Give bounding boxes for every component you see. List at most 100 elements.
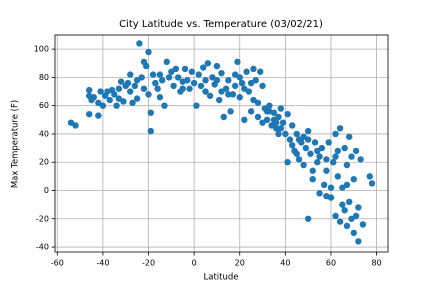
point — [236, 74, 243, 81]
point — [129, 99, 136, 107]
point — [193, 102, 200, 109]
point — [195, 71, 202, 78]
point — [250, 96, 257, 104]
point — [339, 184, 346, 191]
point — [140, 85, 148, 92]
point — [304, 136, 312, 143]
point — [156, 71, 164, 78]
point — [174, 74, 182, 81]
x-axis-label: Latitude — [204, 273, 239, 283]
point — [350, 175, 357, 183]
point — [282, 130, 289, 138]
point — [250, 65, 257, 73]
point — [231, 71, 239, 78]
point — [350, 229, 357, 237]
point — [348, 215, 355, 222]
point — [127, 71, 134, 78]
point — [332, 153, 339, 160]
point — [156, 94, 164, 101]
point — [138, 74, 145, 81]
point — [334, 147, 342, 155]
x-tick-label: -20 — [142, 259, 155, 268]
point — [133, 95, 141, 102]
point — [220, 113, 227, 121]
point — [168, 68, 175, 75]
point — [202, 88, 209, 95]
point — [341, 207, 348, 214]
point — [72, 122, 79, 129]
point — [222, 85, 230, 92]
point — [336, 125, 344, 132]
point — [186, 85, 193, 92]
point — [275, 130, 282, 138]
x-tick-label: 60 — [326, 259, 336, 268]
point — [284, 110, 291, 118]
point — [311, 139, 319, 146]
point — [218, 88, 225, 95]
point — [67, 119, 75, 126]
point — [120, 98, 127, 105]
point — [355, 204, 362, 211]
point — [190, 79, 198, 87]
point — [336, 218, 344, 225]
point — [366, 173, 373, 180]
point — [106, 96, 113, 104]
point — [231, 82, 239, 90]
point — [268, 122, 275, 129]
point — [357, 156, 364, 163]
point — [95, 112, 102, 119]
point — [206, 92, 214, 99]
x-tick-label: 20 — [235, 259, 245, 268]
point — [136, 40, 143, 47]
point — [332, 130, 339, 138]
point — [341, 144, 348, 152]
point — [289, 122, 296, 129]
point — [286, 136, 294, 143]
x-tick-label: 40 — [280, 259, 290, 268]
point — [117, 78, 125, 85]
point — [225, 77, 232, 84]
point — [200, 64, 207, 71]
y-tick-label: 100 — [34, 45, 49, 54]
point — [323, 192, 330, 200]
point — [245, 88, 253, 95]
point — [359, 221, 367, 228]
x-tick-label: -40 — [96, 259, 109, 268]
point — [316, 153, 323, 160]
point — [323, 156, 330, 163]
point — [247, 79, 255, 87]
point — [229, 91, 237, 98]
point — [259, 119, 266, 126]
point — [147, 127, 154, 135]
y-tick-label: 20 — [39, 158, 49, 167]
point — [247, 108, 255, 115]
point — [332, 212, 339, 220]
point — [145, 91, 152, 98]
point — [284, 159, 291, 166]
point — [309, 167, 316, 174]
x-tick-label: 80 — [372, 259, 382, 268]
y-tick-label: 0 — [44, 186, 49, 195]
point — [145, 48, 152, 56]
point — [277, 105, 285, 112]
point — [316, 190, 323, 197]
point — [99, 102, 107, 109]
point — [202, 77, 209, 84]
point — [343, 181, 351, 189]
y-axis-label: Max Temperature (F) — [11, 100, 21, 188]
point — [323, 167, 330, 174]
point — [352, 147, 360, 155]
point — [263, 108, 271, 115]
point — [152, 79, 159, 87]
point — [277, 125, 285, 132]
point — [158, 77, 166, 84]
point — [257, 68, 264, 75]
plot-frame — [54, 34, 389, 253]
y-tick-label: -40 — [36, 243, 49, 252]
point — [304, 215, 312, 222]
point — [343, 222, 351, 230]
point — [279, 119, 287, 126]
point — [154, 85, 161, 92]
point — [104, 88, 111, 95]
point — [325, 139, 332, 146]
